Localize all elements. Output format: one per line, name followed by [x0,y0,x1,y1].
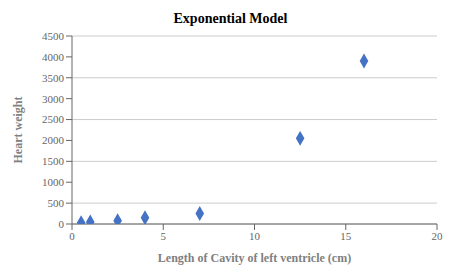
svg-text:500: 500 [48,197,65,209]
svg-text:Length of Cavity of left ventr: Length of Cavity of left ventricle (cm) [158,251,351,265]
svg-text:2500: 2500 [42,113,65,125]
svg-text:1000: 1000 [42,176,65,188]
svg-text:2000: 2000 [42,134,65,146]
svg-text:15: 15 [340,230,352,242]
svg-text:0: 0 [69,230,75,242]
svg-text:5: 5 [161,230,167,242]
html-text:Exponential Model: Exponential Model [173,11,288,26]
svg-text:1500: 1500 [42,155,65,167]
svg-text:10: 10 [249,230,261,242]
svg-text:20: 20 [432,230,444,242]
svg-text:3500: 3500 [42,72,65,84]
svg-text:4500: 4500 [42,30,65,42]
svg-text:3000: 3000 [42,93,65,105]
svg-text:0: 0 [59,218,65,230]
svg-text:4000: 4000 [42,51,65,63]
svg-text:Heart weight: Heart weight [11,97,25,164]
